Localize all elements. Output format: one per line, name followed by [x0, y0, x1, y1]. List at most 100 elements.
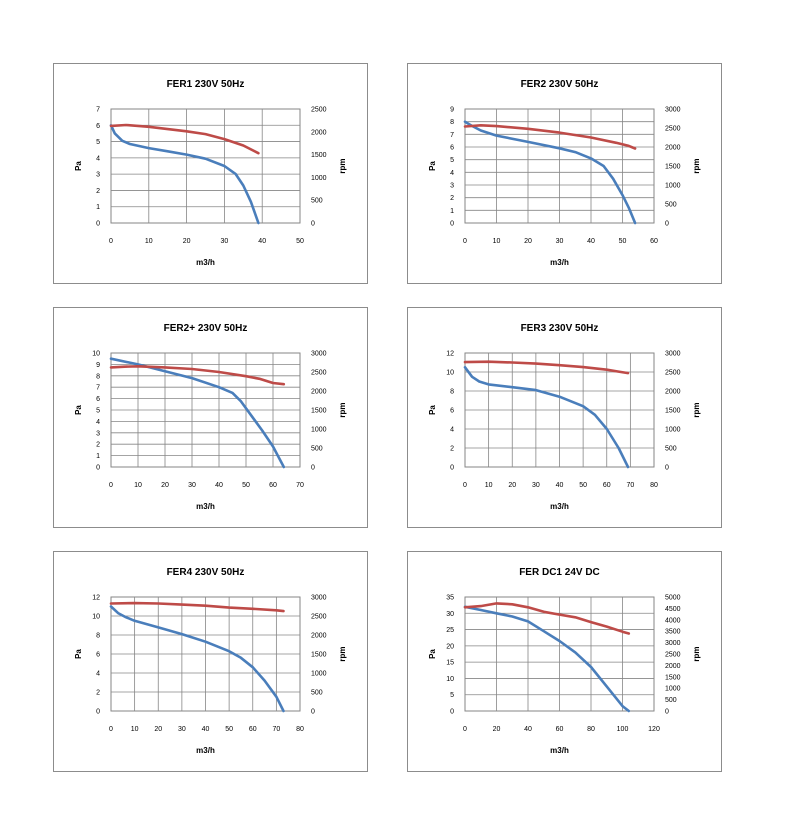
y2-tick-label: 2500: [311, 107, 327, 114]
x-tick-label: 20: [183, 238, 191, 245]
y2-tick-label: 0: [311, 709, 315, 716]
y-tick-label: 5: [96, 408, 100, 415]
rpm-series-line: [109, 601, 285, 613]
y2-tick-label: 1500: [311, 152, 327, 159]
y2-tick-label: 1500: [311, 652, 327, 659]
y2-tick-label: 1000: [311, 671, 327, 678]
chart-panel-fer1: FER1 230V 50Hz 0 1 2 3 4 5 6 7 0 500 1000 1500 2000 25…: [53, 63, 368, 284]
y-tick-label: 4: [450, 427, 454, 434]
rpm-series-line: [463, 123, 637, 150]
x-tick-label: 10: [134, 482, 142, 489]
y-tick-label: 6: [96, 652, 100, 659]
x-tick-label: 80: [587, 726, 595, 733]
y2-tick-label: 2500: [311, 370, 327, 377]
x-tick-label: 0: [463, 726, 467, 733]
x-tick-label: 60: [269, 482, 277, 489]
pressure-series-line: [463, 605, 631, 713]
y-axis-label: Pa: [428, 649, 437, 659]
y-tick-label: 0: [96, 221, 100, 228]
y2-tick-label: 4500: [665, 606, 681, 613]
chart-panel-fer2plus: FER2+ 230V 50Hz 0 1 2 3 4 5 6 7 8 9 10 0 500 1000 1500 2…: [53, 307, 368, 528]
y2-tick-label: 3000: [665, 351, 681, 358]
y2-tick-label: 2500: [665, 370, 681, 377]
y2-tick-label: 500: [311, 446, 323, 453]
chart-fer3: FER3 230V 50Hz02468101205001000150020002…: [428, 323, 701, 511]
x-axis-label: m3/h: [550, 746, 569, 755]
y-tick-label: 2: [96, 442, 100, 449]
y2-axis-label: rpm: [692, 646, 701, 661]
rpm-series-line: [109, 364, 286, 386]
y-axis-label: Pa: [74, 405, 83, 415]
y2-axis-label: rpm: [338, 646, 347, 661]
x-tick-label: 10: [131, 726, 139, 733]
x-tick-label: 20: [524, 238, 532, 245]
y-tick-label: 7: [450, 132, 454, 139]
y2-tick-label: 0: [311, 221, 315, 228]
x-axis-label: m3/h: [196, 258, 215, 267]
y-tick-label: 10: [92, 351, 100, 358]
y2-tick-label: 3000: [665, 640, 681, 647]
pressure-series-line: [109, 123, 260, 225]
y-tick-label: 4: [96, 419, 100, 426]
y2-tick-label: 2500: [311, 614, 327, 621]
y2-tick-label: 500: [665, 697, 677, 704]
chart-fer2plus: FER2+ 230V 50Hz0123456789100500100015002…: [74, 323, 347, 511]
y2-tick-label: 1500: [665, 674, 681, 681]
y2-tick-label: 2000: [311, 633, 327, 640]
y2-tick-label: 0: [311, 465, 315, 472]
x-tick-label: 120: [648, 726, 660, 733]
y-tick-label: 10: [446, 370, 454, 377]
x-axis-label: m3/h: [196, 746, 215, 755]
y2-tick-label: 5000: [665, 595, 681, 602]
y-tick-label: 9: [96, 362, 100, 369]
y-tick-label: 10: [92, 614, 100, 621]
chart-title: FER4 230V 50Hz: [167, 567, 245, 578]
y-tick-label: 5: [96, 139, 100, 146]
y-tick-label: 2: [96, 188, 100, 195]
y-tick-label: 12: [92, 595, 100, 602]
y-tick-label: 2: [96, 690, 100, 697]
rpm-series-line: [463, 360, 630, 375]
y2-tick-label: 1500: [665, 408, 681, 415]
x-tick-label: 60: [650, 238, 658, 245]
y-tick-label: 7: [96, 385, 100, 392]
y2-tick-label: 3000: [311, 595, 327, 602]
y-tick-label: 8: [450, 389, 454, 396]
pressure-series-line: [109, 357, 286, 469]
x-tick-label: 50: [242, 482, 250, 489]
x-tick-label: 80: [296, 726, 304, 733]
y-tick-label: 1: [450, 208, 454, 215]
y-tick-label: 1: [96, 204, 100, 211]
x-tick-label: 70: [626, 482, 634, 489]
x-tick-label: 0: [109, 482, 113, 489]
y2-tick-label: 1000: [665, 686, 681, 693]
x-tick-label: 80: [650, 482, 658, 489]
y-tick-label: 3: [450, 183, 454, 190]
plot-area: [110, 108, 301, 224]
x-axis-label: m3/h: [550, 258, 569, 267]
pressure-series-line: [463, 120, 637, 225]
chart-fer1: FER1 230V 50Hz01234567050010001500200025…: [74, 79, 347, 267]
y2-tick-label: 1500: [665, 164, 681, 171]
y2-tick-label: 2000: [665, 145, 681, 152]
chart-fer2: FER2 230V 50Hz01234567890500100015002000…: [428, 79, 701, 267]
x-axis-label: m3/h: [196, 502, 215, 511]
x-tick-label: 30: [556, 238, 564, 245]
chart-title: FER2 230V 50Hz: [521, 79, 599, 90]
y2-axis-label: rpm: [692, 158, 701, 173]
y-tick-label: 4: [450, 170, 454, 177]
x-tick-label: 30: [178, 726, 186, 733]
y2-tick-label: 2000: [311, 129, 327, 136]
pressure-series-line: [109, 605, 285, 713]
x-tick-label: 40: [215, 482, 223, 489]
y2-tick-label: 1000: [665, 427, 681, 434]
chart-fer4: FER4 230V 50Hz02468101205001000150020002…: [74, 567, 347, 755]
chart-panel-fer3: FER3 230V 50Hz 0 2 4 6 8 10 12 0 500 1000 1500 2000 2…: [407, 307, 722, 528]
y2-tick-label: 1000: [311, 427, 327, 434]
chart-title: FER2+ 230V 50Hz: [164, 323, 248, 334]
y-tick-label: 9: [450, 107, 454, 114]
x-tick-label: 30: [532, 482, 540, 489]
y-axis-label: Pa: [428, 161, 437, 171]
y2-tick-label: 1000: [665, 183, 681, 190]
y-tick-label: 0: [96, 465, 100, 472]
